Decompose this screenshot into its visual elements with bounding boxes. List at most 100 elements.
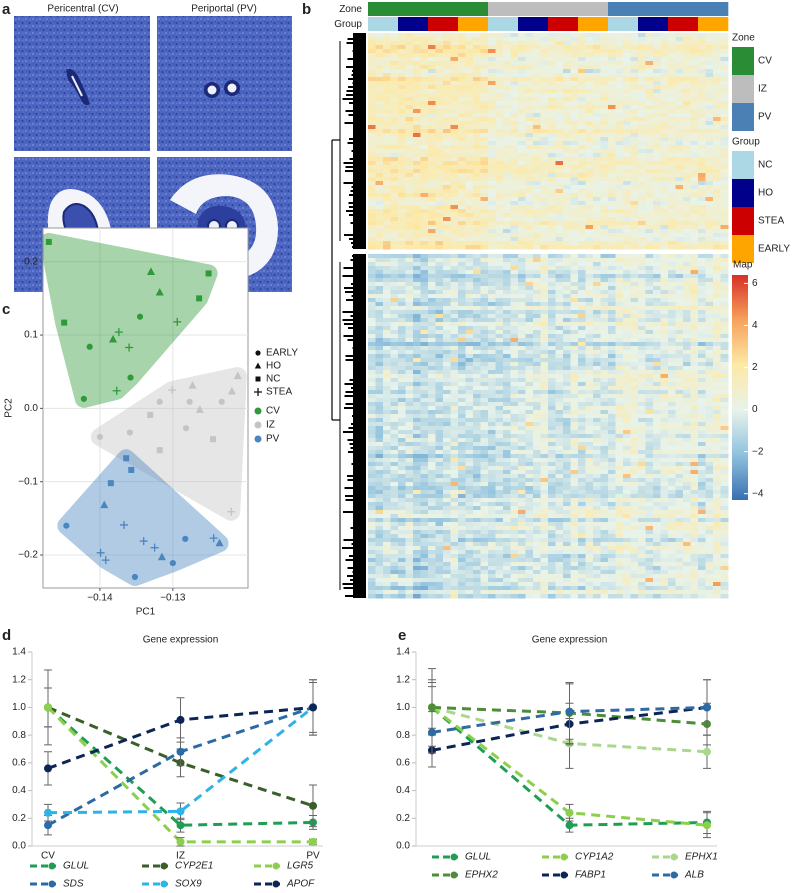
heatmap-cell (616, 326, 624, 330)
heatmap-cell (586, 314, 594, 318)
heatmap-cell (511, 213, 519, 217)
heatmap-cell (406, 290, 414, 294)
heatmap-cell (533, 298, 541, 302)
heatmap-cell (451, 398, 459, 402)
heatmap-cell (661, 302, 669, 306)
heatmap-cell (616, 89, 624, 93)
heatmap-cell (406, 350, 414, 354)
heatmap-cell (451, 290, 459, 294)
heatmap-cell (526, 310, 534, 314)
heatmap-cell (458, 133, 466, 137)
heatmap-cell (683, 197, 691, 201)
heatmap-cell (608, 213, 616, 217)
heatmap-cell (443, 137, 451, 141)
heatmap-cell (631, 241, 639, 245)
heatmap-cell (563, 85, 571, 89)
heatmap-cell (556, 278, 564, 282)
heatmap-cell (466, 133, 474, 137)
heatmap-cell (668, 282, 676, 286)
heatmap-cell (668, 93, 676, 97)
heatmap-cell (608, 374, 616, 378)
heatmap-cell (601, 209, 609, 213)
heatmap-cell (721, 233, 729, 237)
heatmap-cell (391, 438, 399, 442)
heatmap-cell (511, 237, 519, 241)
heatmap-cell (586, 270, 594, 274)
heatmap-cell (698, 306, 706, 310)
heatmap-cell (608, 137, 616, 141)
heatmap-cell (421, 117, 429, 121)
heatmap-cell (578, 326, 586, 330)
heatmap-cell (563, 41, 571, 45)
heatmap-cell (398, 346, 406, 350)
heatmap-cell (368, 65, 376, 69)
heatmap-cell (638, 213, 646, 217)
heatmap-cell (511, 133, 519, 137)
heatmap-cell (488, 53, 496, 57)
heatmap-cell (713, 69, 721, 73)
heatmap-cell (593, 262, 601, 266)
heatmap-cell (428, 213, 436, 217)
heatmap-cell (616, 109, 624, 113)
heatmap-cell (428, 346, 436, 350)
heatmap-cell (503, 193, 511, 197)
heatmap-cell (623, 173, 631, 177)
heatmap-cell (631, 69, 639, 73)
heatmap-cell (631, 209, 639, 213)
heatmap-cell (548, 37, 556, 41)
heatmap-cell (526, 61, 534, 65)
heatmap-cell (668, 81, 676, 85)
heatmap-cell (586, 121, 594, 125)
heatmap-cell (593, 406, 601, 410)
heatmap-cell (518, 153, 526, 157)
heatmap-cell (631, 181, 639, 185)
heatmap-cell (511, 161, 519, 165)
heatmap-cell (631, 173, 639, 177)
heatmap-cell (428, 338, 436, 342)
heatmap-cell (691, 434, 699, 438)
heatmap-cell (578, 93, 586, 97)
heatmap-cell (548, 314, 556, 318)
heatmap-cell (698, 41, 706, 45)
heatmap-cell (428, 229, 436, 233)
heatmap-cell (691, 41, 699, 45)
heatmap-cell (571, 398, 579, 402)
heatmap-cell (391, 109, 399, 113)
heatmap-cell (488, 434, 496, 438)
heatmap-cell (616, 173, 624, 177)
heatmap-cell (616, 426, 624, 430)
heatmap-cell (646, 193, 654, 197)
heatmap-cell (473, 181, 481, 185)
heatmap-cell (631, 258, 639, 262)
heatmap-cell (638, 398, 646, 402)
heatmap-cell (428, 374, 436, 378)
heatmap-cell (616, 105, 624, 109)
heatmap-cell (631, 177, 639, 181)
heatmap-cell (623, 189, 631, 193)
heatmap-cell (398, 366, 406, 370)
heatmap-cell (436, 105, 444, 109)
heatmap-cell (436, 113, 444, 117)
heatmap-cell (503, 418, 511, 422)
heatmap-cell (646, 390, 654, 394)
heatmap-cell (451, 93, 459, 97)
heatmap-cell (556, 129, 564, 133)
heatmap-cell (571, 65, 579, 69)
heatmap-cell (376, 362, 384, 366)
heatmap-cell (413, 326, 421, 330)
heatmap-cell (586, 282, 594, 286)
heatmap-cell (683, 294, 691, 298)
heatmap-cell (638, 410, 646, 414)
heatmap-cell (676, 201, 684, 205)
heatmap-cell (466, 109, 474, 113)
heatmap-cell (391, 177, 399, 181)
heatmap-cell (638, 434, 646, 438)
heatmap-cell (623, 93, 631, 97)
heatmap-cell (398, 237, 406, 241)
heatmap-cell (413, 89, 421, 93)
heatmap-cell (563, 137, 571, 141)
heatmap-cell (473, 49, 481, 53)
heatmap-cell (398, 394, 406, 398)
heatmap-cell (571, 378, 579, 382)
heatmap-cell (653, 37, 661, 41)
